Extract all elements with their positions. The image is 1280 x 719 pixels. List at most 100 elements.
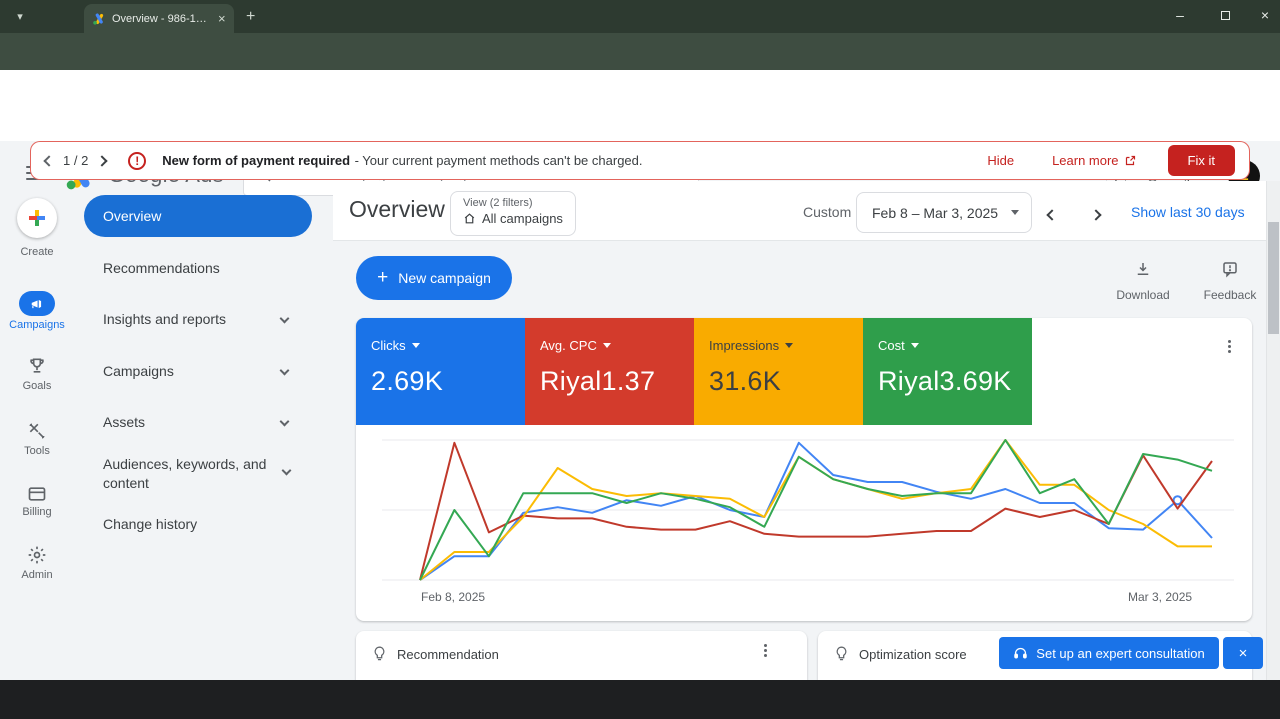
sidebar-item-campaigns[interactable]: Campaigns	[84, 363, 312, 379]
taskbar: 7 15°C غائم جزئيا Search T	[0, 680, 1280, 719]
rail-admin-label: Admin	[0, 569, 74, 581]
rail-goals-label: Goals	[0, 380, 74, 392]
sidebar-item-insights-and-reports[interactable]: Insights and reports	[84, 311, 312, 327]
close-icon[interactable]: ×	[1245, 0, 1280, 30]
new-campaign-button[interactable]: + New campaign	[356, 256, 512, 300]
browser-tab[interactable]: Overview - 986-162-3117 - Goo ×	[84, 4, 234, 33]
rail-campaigns-icon[interactable]	[19, 291, 55, 316]
headset-icon	[1013, 646, 1028, 661]
metric-card-cost[interactable]: Cost Riyal3.69K	[863, 318, 1032, 425]
rail-create-label: Create	[0, 246, 74, 258]
metric-card-clicks[interactable]: Clicks 2.69K	[356, 318, 525, 425]
banner-pagination: 1 / 2	[63, 153, 88, 168]
banner-next-icon[interactable]	[97, 155, 108, 166]
home-icon	[463, 212, 476, 225]
chevron-down-icon	[280, 417, 290, 427]
feedback-label: Feedback	[1192, 288, 1268, 302]
external-link-icon	[1124, 155, 1136, 167]
lightbulb-icon	[834, 645, 849, 663]
recommendation-kebab-icon[interactable]	[764, 644, 767, 657]
download-button[interactable]: Download	[1105, 260, 1181, 302]
plus-icon	[29, 210, 45, 226]
metric-value: Riyal3.69K	[878, 366, 1032, 397]
new-campaign-label: New campaign	[398, 270, 491, 286]
chart-x-label-right: Mar 3, 2025	[1128, 590, 1192, 604]
restore-icon[interactable]	[1205, 0, 1245, 30]
view-filter-chip[interactable]: View (2 filters) All campaigns	[450, 191, 576, 236]
learn-more-label: Learn more	[1052, 153, 1118, 168]
hide-button[interactable]: Hide	[987, 153, 1014, 168]
metric-value: Riyal1.37	[540, 366, 694, 397]
fix-it-button[interactable]: Fix it	[1168, 145, 1235, 176]
date-mode-label: Custom	[803, 204, 851, 220]
new-tab-button[interactable]: +	[246, 9, 255, 25]
metric-value: 2.69K	[371, 366, 525, 397]
sidebar-item-assets[interactable]: Assets	[84, 414, 312, 430]
page-title: Overview	[349, 196, 445, 223]
download-label: Download	[1105, 288, 1181, 302]
chart-x-label-left: Feb 8, 2025	[421, 590, 485, 604]
sidebar-item-label: Campaigns	[103, 363, 174, 379]
sidebar-item-recommendations[interactable]: Recommendations	[84, 260, 312, 276]
megaphone-icon	[29, 297, 45, 311]
browser-titlebar: ▾ Overview - 986-162-3117 - Goo × + – ×	[0, 0, 1280, 33]
browser-toolbar: ← → ads.google.com/aw/overview?ocid=6604…	[0, 33, 1280, 70]
sidebar-item-audiences-keywords-content[interactable]: Audiences, keywords, and content	[84, 455, 314, 493]
create-button[interactable]	[17, 198, 57, 238]
chevron-down-icon	[280, 314, 290, 324]
metric-card-impressions[interactable]: Impressions 31.6K	[694, 318, 863, 425]
tab-title: Overview - 986-162-3117 - Goo	[112, 13, 212, 25]
caret-down-icon	[911, 343, 919, 348]
caret-down-icon	[1011, 210, 1019, 215]
tab-close-icon[interactable]: ×	[218, 12, 226, 26]
chart-card-kebab-icon[interactable]	[1228, 340, 1231, 353]
show-last-30-days-link[interactable]: Show last 30 days	[1131, 204, 1245, 220]
rail-campaigns-label: Campaigns	[0, 319, 74, 331]
ads-header: Google Ads Search for a page or campaign…	[0, 70, 1280, 141]
sidebar-item-change-history[interactable]: Change history	[84, 516, 312, 532]
view-chip-scope: All campaigns	[482, 211, 563, 226]
expert-consultation-label: Set up an expert consultation	[1036, 646, 1204, 661]
rail-tools-label: Tools	[0, 445, 74, 457]
overview-chart	[368, 428, 1240, 588]
caret-down-icon	[603, 343, 611, 348]
rail-goals-icon[interactable]	[0, 356, 74, 381]
plus-icon: +	[377, 267, 388, 289]
alert-icon: !	[128, 152, 146, 170]
feedback-button[interactable]: Feedback	[1192, 260, 1268, 302]
date-prev-icon[interactable]	[1048, 206, 1056, 224]
learn-more-link[interactable]: Learn more	[1052, 153, 1135, 168]
optimization-card-title: Optimization score	[859, 647, 967, 662]
metric-card-avg-cpc[interactable]: Avg. CPC Riyal1.37	[525, 318, 694, 425]
view-chip-filters: View (2 filters)	[463, 197, 575, 209]
sidebar-item-label: Audiences, keywords, and content	[103, 455, 281, 493]
banner-prev-icon[interactable]	[43, 155, 54, 166]
sidebar-item-label: Insights and reports	[103, 311, 226, 327]
metric-label: Avg. CPC	[540, 338, 597, 353]
metric-label: Impressions	[709, 338, 779, 353]
scrollbar-thumb[interactable]	[1268, 222, 1279, 334]
consultation-close-icon[interactable]: ×	[1223, 637, 1263, 669]
rail-tools-icon[interactable]	[0, 421, 74, 446]
screen: ▾ Overview - 986-162-3117 - Goo × + – × …	[0, 0, 1280, 719]
banner-message: - Your current payment methods can't be …	[355, 153, 643, 168]
date-range-picker[interactable]: Feb 8 – Mar 3, 2025	[856, 192, 1032, 233]
expert-consultation-button[interactable]: Set up an expert consultation	[999, 637, 1219, 669]
banner-title: New form of payment required	[162, 153, 350, 168]
rail-billing-label: Billing	[0, 506, 74, 518]
date-next-icon[interactable]	[1092, 206, 1100, 224]
rail-admin-icon[interactable]	[0, 545, 74, 570]
sidebar-item-overview[interactable]: Overview	[84, 195, 312, 237]
tools-icon	[27, 421, 47, 441]
lightbulb-icon	[372, 645, 387, 663]
google-ads-favicon	[92, 12, 106, 26]
minimize-icon[interactable]: –	[1160, 0, 1200, 30]
chevron-down-icon	[282, 466, 292, 476]
metric-value: 31.6K	[709, 366, 863, 397]
download-icon	[1134, 260, 1152, 278]
trophy-icon	[27, 356, 47, 376]
credit-card-icon	[27, 484, 47, 504]
recommendation-card-title: Recommendation	[397, 647, 499, 662]
date-range-value: Feb 8 – Mar 3, 2025	[872, 205, 998, 221]
tab-search-icon[interactable]: ▾	[8, 7, 32, 27]
